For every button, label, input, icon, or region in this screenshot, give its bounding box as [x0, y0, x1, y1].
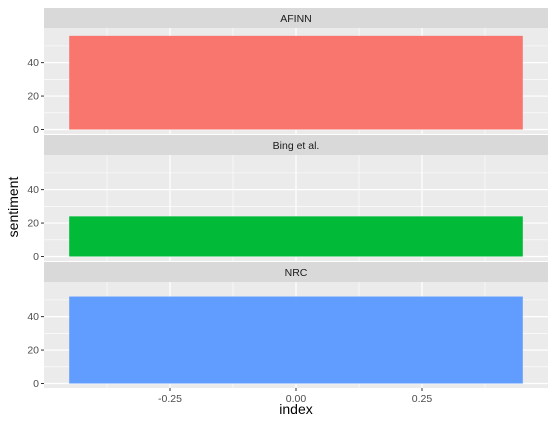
y-tick-label: 40	[27, 57, 39, 69]
y-tick-label: 20	[27, 218, 39, 230]
bar	[69, 296, 523, 384]
facet-strip-label: Bing et al.	[273, 140, 320, 152]
bar	[69, 216, 523, 257]
facet-strip	[44, 135, 548, 155]
y-tick-label: 0	[33, 124, 39, 136]
y-tick-label: 0	[33, 251, 39, 263]
y-tick-label: 0	[33, 378, 39, 390]
y-tick-label: 40	[27, 184, 39, 196]
y-tick-label: 20	[27, 345, 39, 357]
facet-strip-label: NRC	[285, 267, 308, 279]
x-axis: -0.25 0.00 0.25	[158, 388, 432, 405]
y-tick-label: 40	[27, 311, 39, 323]
facet-strip	[44, 8, 548, 28]
facet-panel: NRC 0 20 40	[27, 262, 548, 390]
x-tick-label: 0.25	[412, 393, 433, 405]
x-tick-label: -0.25	[158, 393, 182, 405]
facet-strip-label: AFINN	[280, 13, 312, 25]
x-axis-title: index	[279, 401, 312, 417]
y-tick-label: 20	[27, 91, 39, 103]
facet-panel: Bing et al. 0 20 40	[27, 135, 548, 263]
bar	[69, 35, 523, 130]
facet-panel: AFINN 0 20 40	[27, 8, 548, 136]
facets-layer: AFINN 0 20 40 Bing et al. 0 20 40 NRC 0 20 40	[27, 8, 548, 390]
facet-strip	[44, 262, 548, 282]
y-axis-title: sentiment	[5, 177, 21, 238]
x-tick-label: 0.00	[286, 393, 307, 405]
